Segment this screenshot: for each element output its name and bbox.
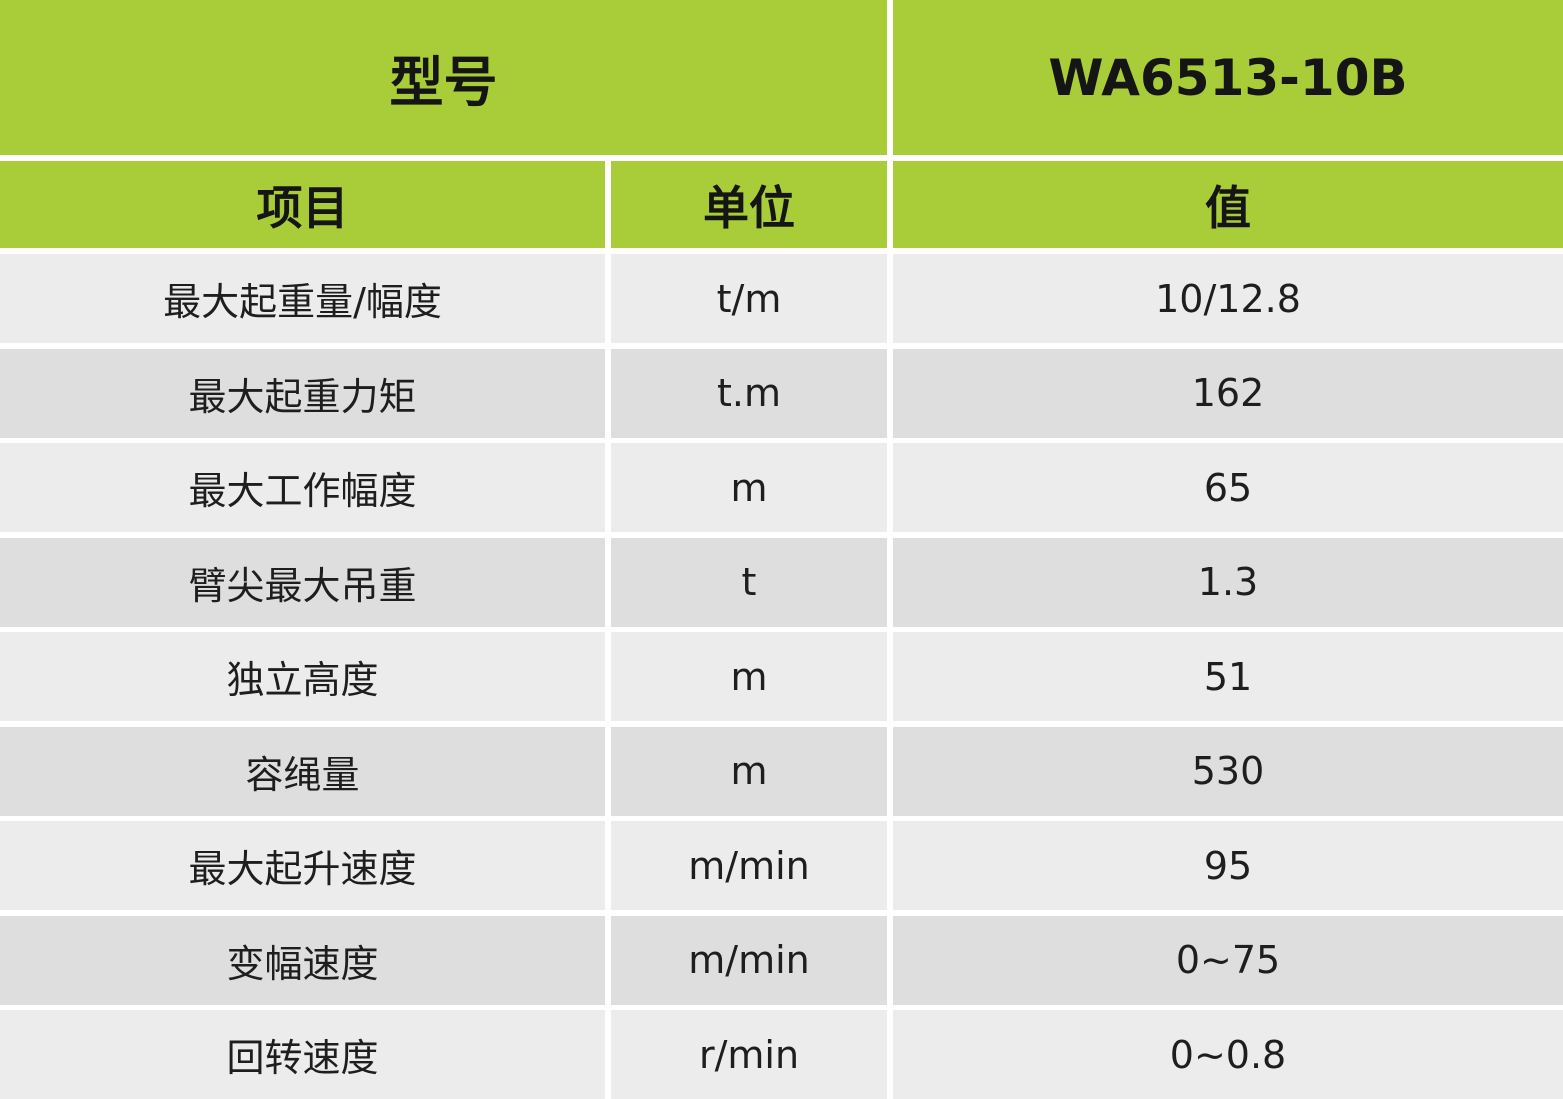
table-cell: m: [611, 632, 887, 721]
table-cell: t: [611, 537, 887, 627]
table-cell: 95: [893, 821, 1563, 910]
table-cell: 0~75: [893, 915, 1563, 1005]
table-cell: 530: [893, 726, 1563, 816]
table-cell: m: [611, 443, 887, 532]
table-cell: m/min: [611, 915, 887, 1005]
column-header: 值: [893, 161, 1563, 248]
table-cell: 最大起升速度: [0, 821, 605, 910]
table-cell: 最大起重量/幅度: [0, 254, 605, 343]
table-cell: 回转速度: [0, 1010, 605, 1099]
table-cell: 10/12.8: [893, 254, 1563, 343]
table-cell: t/m: [611, 254, 887, 343]
table-cell: m/min: [611, 821, 887, 910]
table-cell: 独立高度: [0, 632, 605, 721]
table-cell: t.m: [611, 348, 887, 438]
table-cell: 1.3: [893, 537, 1563, 627]
table-cell: 最大起重力矩: [0, 348, 605, 438]
table-cell: 臂尖最大吊重: [0, 537, 605, 627]
table-cell: m: [611, 726, 887, 816]
table-cell: 变幅速度: [0, 915, 605, 1005]
table-cell: 最大工作幅度: [0, 443, 605, 532]
column-header: 单位: [611, 161, 887, 248]
model-value: WA6513-10B: [893, 0, 1563, 155]
column-header: 项目: [0, 161, 605, 248]
table-cell: 65: [893, 443, 1563, 532]
table-cell: 51: [893, 632, 1563, 721]
table-cell: 162: [893, 348, 1563, 438]
table-cell: r/min: [611, 1010, 887, 1099]
model-label: 型号: [0, 0, 887, 155]
table-cell: 容绳量: [0, 726, 605, 816]
table-cell: 0~0.8: [893, 1010, 1563, 1099]
